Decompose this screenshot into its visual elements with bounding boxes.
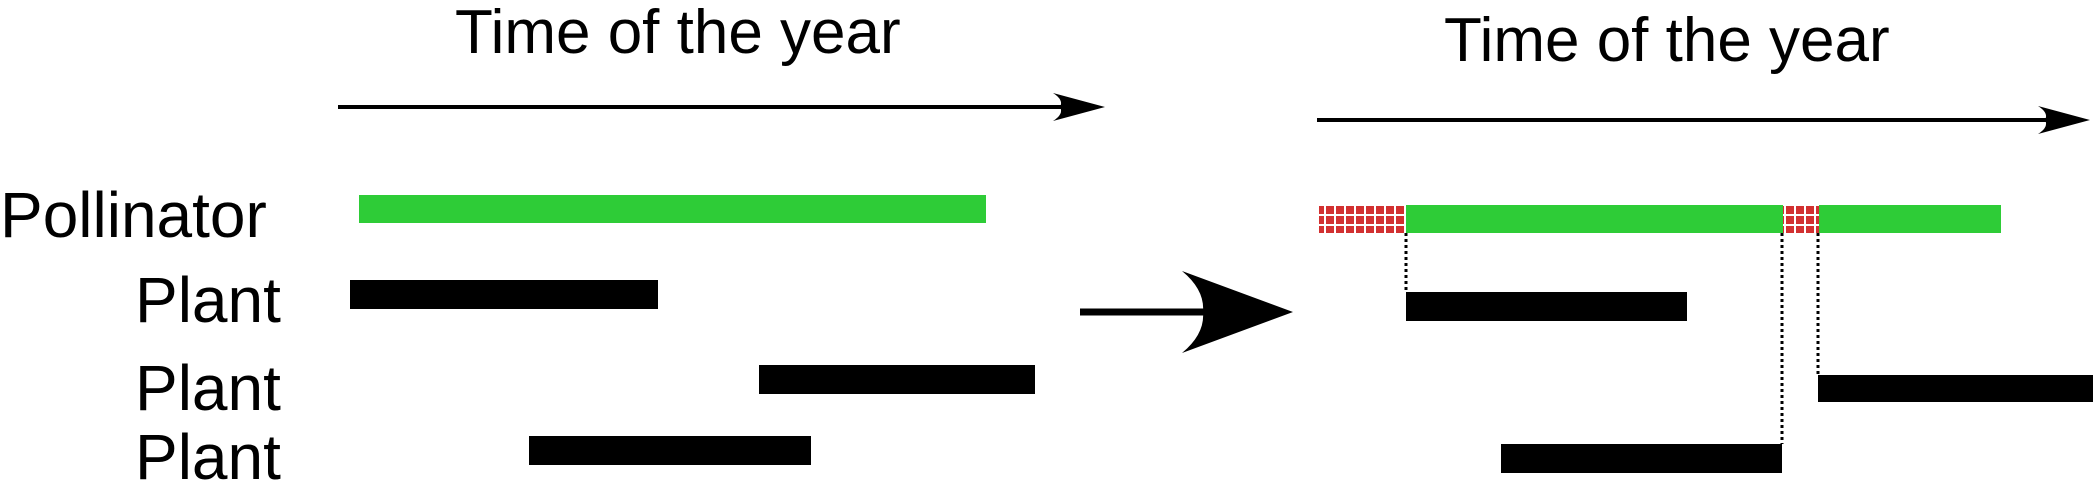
phenology-diagram (338, 93, 2093, 473)
pollinator-label: Pollinator (0, 179, 267, 251)
plant-bar-right-2 (1818, 375, 2093, 402)
left-axis-title: Time of the year (455, 0, 901, 67)
plant-bar-right-1 (1406, 292, 1687, 321)
pollinator-bar-shifted-1 (1406, 205, 1783, 233)
plant-label-3: Plant (135, 421, 281, 493)
mismatch-segment-mid (1783, 205, 1819, 233)
right-axis-title: Time of the year (1444, 6, 1890, 75)
plant-bar-right-3 (1501, 444, 1782, 473)
left-time-axis-arrow (338, 93, 1105, 121)
plant-bar-3 (529, 436, 811, 465)
transition-arrow (1080, 271, 1293, 353)
right-time-axis-arrow (1317, 106, 2090, 134)
pollinator-bar-shifted-2 (1819, 205, 2001, 233)
plant-bar-2 (759, 365, 1035, 394)
plant-label-1: Plant (135, 264, 281, 336)
plant-bar-1 (350, 280, 658, 309)
plant-label-2: Plant (135, 352, 281, 424)
pollinator-bar (359, 195, 986, 223)
mismatch-segment-early (1319, 205, 1406, 233)
